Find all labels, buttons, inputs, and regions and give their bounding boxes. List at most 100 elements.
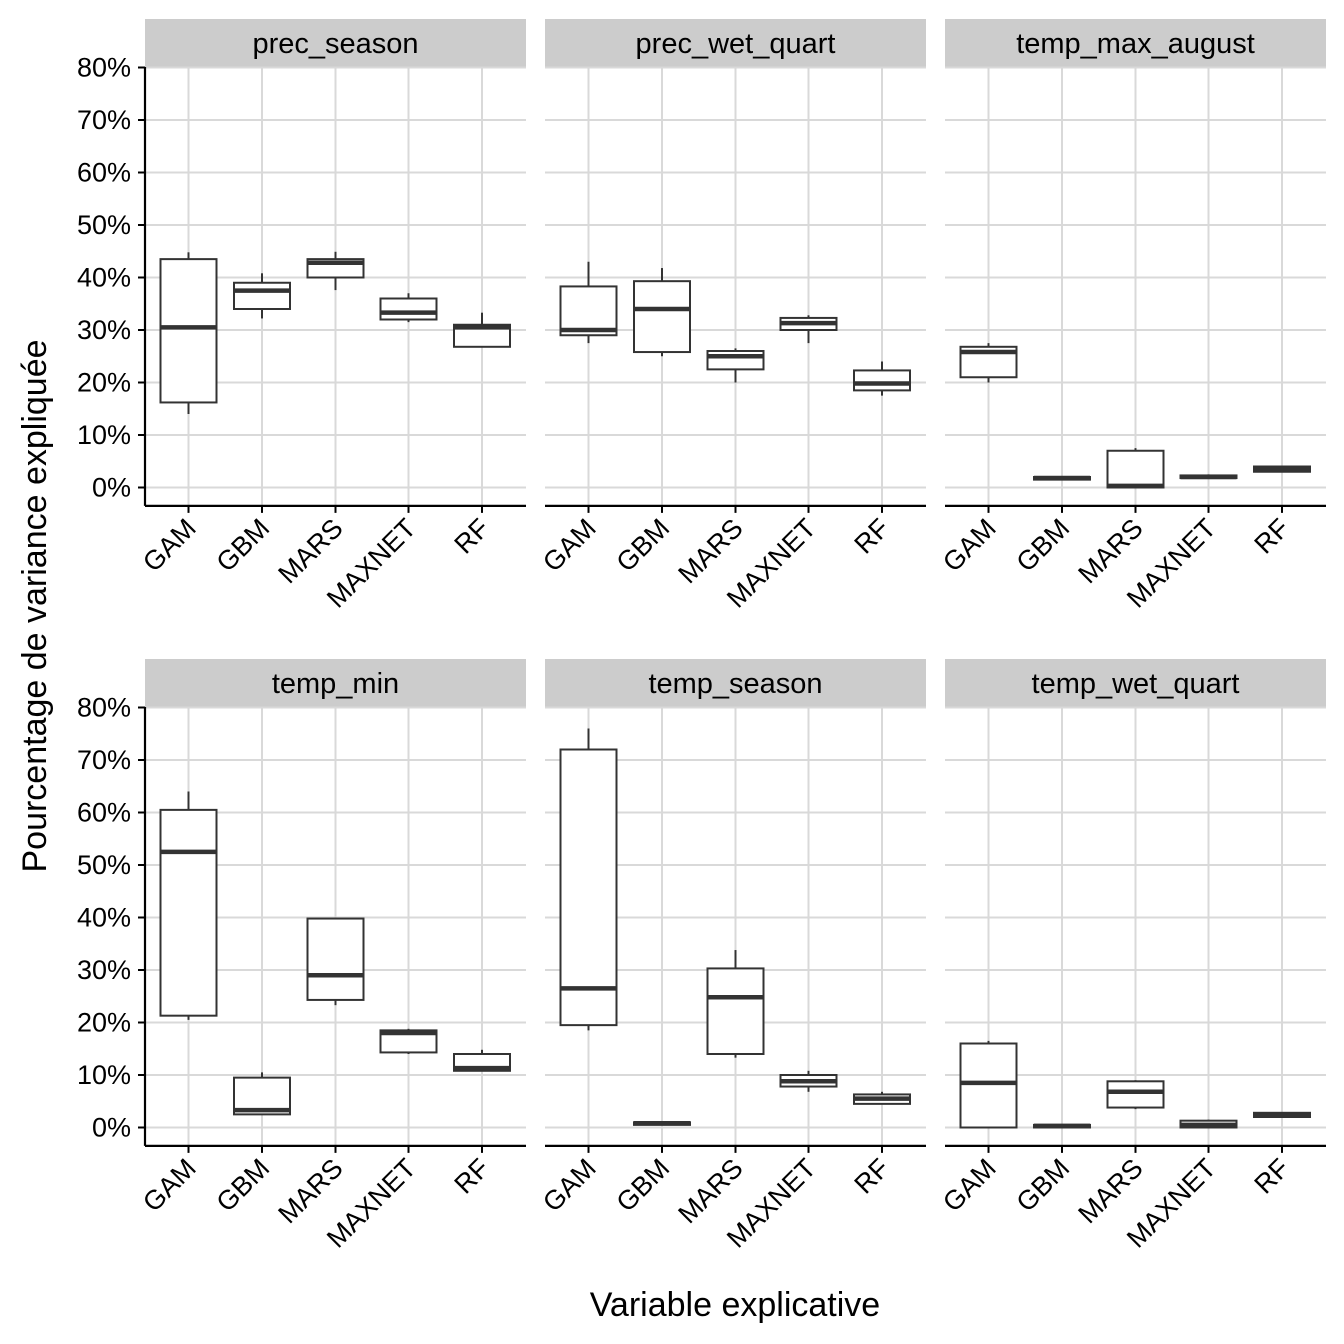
box-iqr <box>159 808 218 1017</box>
facet-label: prec_wet_quart <box>636 28 836 60</box>
x-tick-label: GAM <box>937 1153 1002 1218</box>
facet-strip <box>945 659 1326 707</box>
y-tick-label: 40% <box>77 903 131 933</box>
y-tick-label: 0% <box>92 473 131 503</box>
box-maxnet <box>1179 474 1238 480</box>
box-iqr <box>706 967 765 1055</box>
box-maxnet <box>379 1028 438 1054</box>
box-gam <box>959 1040 1018 1129</box>
y-tick-label: 80% <box>77 53 131 83</box>
y-tick-label: 20% <box>77 1008 131 1038</box>
y-tick-label: 10% <box>77 420 131 450</box>
box-gam <box>559 728 618 1031</box>
box-gbm <box>233 1072 291 1116</box>
panel-prec_season: prec_season 0% 10% 20% 30% 40% 50% 60% 70% 80% GAM… <box>77 19 526 614</box>
x-tick-label: GBM <box>611 513 676 578</box>
box-iqr <box>1106 449 1165 489</box>
box-iqr <box>1106 1080 1165 1109</box>
box-iqr <box>379 1029 438 1054</box>
y-tick-label: 50% <box>77 210 131 240</box>
y-tick-label: 30% <box>77 315 131 345</box>
box-gbm <box>1033 475 1091 481</box>
box-gam <box>559 261 618 344</box>
panels-layer: prec_season 0% 10% 20% 30% 40% 50% 60% 70% 80% GAM… <box>77 19 1326 1254</box>
facet-label: temp_wet_quart <box>1032 668 1240 700</box>
y-tick-label: 10% <box>77 1060 131 1090</box>
box-mars <box>306 251 365 291</box>
x-tick-label: RF <box>1249 1153 1296 1200</box>
panel-temp_min: temp_min 0% 10% 20% 30% 40% 50% 60% 70% 80% GAM GBM… <box>77 659 526 1254</box>
box-maxnet <box>379 293 438 323</box>
y-tick-label: 40% <box>77 263 131 293</box>
x-tick-label: GAM <box>137 513 202 578</box>
facet-strip <box>545 19 926 67</box>
box-rf <box>453 312 511 348</box>
y-tick-label: 60% <box>77 798 131 828</box>
box-gam <box>159 252 218 414</box>
box-iqr <box>306 917 365 1001</box>
y-tick-label: 20% <box>77 368 131 398</box>
box-rf <box>453 1049 511 1072</box>
x-axis-title: Variable explicative <box>590 1286 880 1324</box>
box-iqr <box>559 285 618 337</box>
box-iqr <box>633 280 691 354</box>
box-maxnet <box>1179 1119 1238 1129</box>
facet-strip <box>945 19 1326 67</box>
x-tick-label: GAM <box>537 1153 602 1218</box>
box-iqr <box>853 369 911 392</box>
box-iqr <box>233 281 291 310</box>
box-rf <box>1253 1111 1311 1119</box>
y-tick-label: 0% <box>92 1113 131 1143</box>
x-tick-label: GBM <box>611 1153 676 1218</box>
box-iqr <box>453 323 511 348</box>
x-tick-label: RF <box>449 1153 496 1200</box>
box-iqr <box>706 350 765 371</box>
box-mars <box>706 950 765 1058</box>
box-gbm <box>233 273 291 319</box>
box-mars <box>706 348 765 383</box>
facet-label: temp_season <box>648 668 822 700</box>
y-tick-label: 80% <box>77 693 131 723</box>
x-tick-label: GBM <box>1011 513 1076 578</box>
x-tick-label: GAM <box>937 513 1002 578</box>
box-gam <box>959 343 1018 383</box>
facet-label: temp_min <box>272 668 399 700</box>
facet-label: prec_season <box>252 28 418 60</box>
y-tick-label: 30% <box>77 955 131 985</box>
y-tick-label: 60% <box>77 158 131 188</box>
facet-label: temp_max_august <box>1016 28 1255 60</box>
box-mars <box>1106 448 1165 489</box>
box-gbm <box>633 1121 691 1126</box>
x-tick-label: RF <box>849 513 896 560</box>
box-gam <box>159 791 218 1020</box>
x-tick-label: GBM <box>211 513 276 578</box>
x-tick-label: GAM <box>137 1153 202 1218</box>
y-tick-label: 70% <box>77 105 131 135</box>
x-tick-label: RF <box>1249 513 1296 560</box>
box-rf <box>1253 465 1311 473</box>
y-tick-label: 50% <box>77 850 131 880</box>
y-tick-label: 70% <box>77 745 131 775</box>
facet-strip <box>545 659 926 707</box>
box-iqr <box>379 297 438 321</box>
x-tick-label: RF <box>449 513 496 560</box>
x-tick-label: GAM <box>537 513 602 578</box>
box-rf <box>853 1091 911 1105</box>
y-axis-title: Pourcentage de variance expliquée <box>16 339 54 872</box>
x-tick-label: GBM <box>211 1153 276 1218</box>
box-iqr <box>159 258 218 404</box>
box-mars <box>306 917 365 1006</box>
facet-strip <box>145 659 526 707</box>
x-tick-label: RF <box>849 1153 896 1200</box>
x-tick-label: GBM <box>1011 1153 1076 1218</box>
box-rf <box>853 361 911 396</box>
box-maxnet <box>779 315 838 344</box>
box-gbm <box>1033 1123 1091 1129</box>
box-maxnet <box>779 1070 838 1092</box>
box-gbm <box>633 268 691 357</box>
